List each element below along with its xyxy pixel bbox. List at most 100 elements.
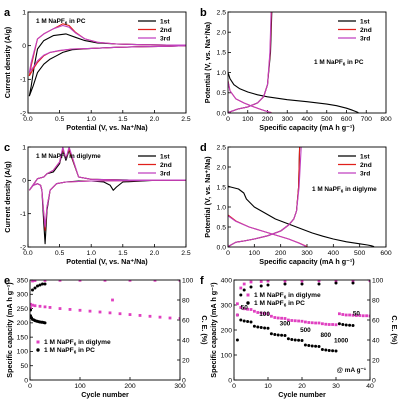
x-tick-label: 0.5	[55, 116, 65, 123]
data-point	[158, 315, 162, 319]
legend-label: 1st	[160, 18, 170, 25]
data-point	[320, 348, 324, 351]
data-point	[307, 321, 311, 324]
y2-tick-label: 100	[372, 277, 384, 284]
data-point	[341, 313, 345, 316]
data-point	[88, 309, 92, 313]
y-tick-label: 2.0	[217, 164, 227, 171]
data-point	[239, 286, 243, 290]
rate-label: 50	[241, 305, 249, 312]
x-tick-label: 1.5	[118, 116, 128, 123]
data-point	[290, 338, 294, 341]
data-point	[293, 338, 297, 342]
x-tick-label: 0	[226, 250, 230, 257]
y-tick-label: 200	[17, 320, 29, 327]
data-point	[307, 344, 311, 347]
y-tick-label: 2.5	[217, 9, 227, 16]
y-axis-title: Current density (A/g)	[3, 161, 12, 233]
plot-frame	[29, 279, 181, 381]
x-tick-label: 100	[249, 250, 261, 257]
plot-area	[28, 147, 186, 245]
x-tick-label: 100	[74, 383, 86, 390]
data-point	[365, 314, 368, 318]
data-point	[58, 280, 62, 282]
x-tick-label: 500	[354, 250, 366, 257]
plot-area	[30, 280, 180, 325]
data-point	[236, 302, 239, 306]
panel-letter: c	[4, 142, 10, 154]
y2-axis-title: C. E. (%)	[200, 315, 209, 345]
data-point	[283, 280, 287, 283]
y-tick-label: 350	[17, 277, 29, 284]
legend-label: 2nd	[360, 27, 372, 34]
y2-tick-label: 20	[372, 357, 380, 364]
data-point	[270, 314, 273, 318]
unit-label: @ mA g⁻¹	[337, 367, 366, 374]
legend-label: 1 M NaPF6​ in PC	[44, 347, 95, 355]
data-point	[276, 333, 280, 337]
x-tick-label: 200	[262, 116, 274, 123]
data-point	[263, 326, 267, 330]
data-point	[30, 306, 32, 310]
x-tick-label: 0.0	[23, 116, 33, 123]
plot-frame	[27, 11, 187, 114]
x-tick-label: 700	[361, 116, 373, 123]
y-tick-label: -2	[20, 244, 26, 251]
rate-label: 50	[353, 310, 361, 317]
data-point	[41, 282, 44, 286]
data-point	[317, 345, 321, 348]
data-point	[334, 281, 338, 285]
y-tick-label: 2.0	[217, 30, 227, 37]
data-point	[317, 280, 321, 283]
data-point	[283, 334, 287, 337]
y2-tick-label: 40	[182, 337, 190, 344]
data-point	[368, 314, 370, 318]
data-point	[31, 303, 34, 307]
x-tick-label: 2.0	[150, 116, 160, 123]
data-point	[31, 288, 34, 292]
plot-area	[235, 280, 370, 353]
data-point	[324, 348, 328, 352]
y-tick-label: 0	[24, 377, 28, 384]
x-axis-title: Specific capacity (mA h g⁻¹)	[259, 257, 355, 266]
data-point	[252, 324, 256, 328]
y-tick-label: 50	[20, 363, 28, 370]
x-tick-label: 800	[380, 116, 392, 123]
data-point	[351, 281, 355, 285]
rate-label: 300	[280, 320, 291, 327]
y2-tick-label: 80	[182, 297, 190, 304]
data-point	[334, 349, 338, 353]
data-point	[344, 313, 348, 317]
y-tick-label: 0	[22, 178, 26, 185]
y-tick-label: -1	[20, 211, 26, 218]
y2-tick-label: 20	[182, 357, 190, 364]
plot-area	[228, 12, 359, 113]
data-point	[118, 312, 122, 316]
y-axis-title: Specific capacity (mA h g⁻¹)	[209, 282, 218, 378]
y-tick-label: 0.5	[217, 224, 227, 231]
data-point	[168, 316, 172, 320]
data-point	[297, 338, 301, 342]
data-point	[259, 326, 263, 329]
y2-tick-label: 0	[372, 377, 376, 384]
legend-label: 2nd	[360, 162, 372, 169]
y2-axis-title: C. E. (%)	[390, 315, 399, 345]
x-tick-label: 30	[332, 383, 340, 390]
data-point	[317, 282, 321, 286]
data-point	[331, 323, 334, 326]
data-point	[351, 313, 355, 317]
y-axis-title: Current density (A/g)	[3, 26, 12, 98]
data-point	[242, 319, 246, 323]
x-tick-label: 600	[341, 116, 353, 123]
y-axis-title: Potential (V, vs. Na⁺/Na)	[203, 21, 212, 103]
data-point	[327, 323, 331, 326]
y-tick-label: 0	[228, 377, 232, 384]
y2-tick-label: 0	[182, 377, 186, 384]
x-tick-label: 2.5	[181, 250, 191, 257]
data-point	[58, 307, 62, 310]
panel-c: c 0.0 0.5 1.0 1.5 2.0 2.5 -2 -1 0 1 Potential (V, v…	[3, 142, 191, 266]
y-tick-label: 300	[17, 292, 29, 299]
y-tick-label: 0.0	[217, 110, 227, 117]
data-point	[280, 316, 283, 320]
data-point	[33, 304, 37, 308]
